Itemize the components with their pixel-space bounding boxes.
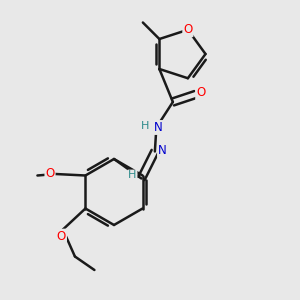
Text: O: O	[45, 167, 55, 180]
Text: N: N	[154, 121, 163, 134]
Text: H: H	[128, 170, 136, 181]
Text: O: O	[196, 86, 206, 100]
Text: H: H	[141, 121, 149, 131]
Text: O: O	[183, 23, 193, 36]
Text: O: O	[57, 230, 66, 243]
Text: N: N	[158, 144, 167, 157]
